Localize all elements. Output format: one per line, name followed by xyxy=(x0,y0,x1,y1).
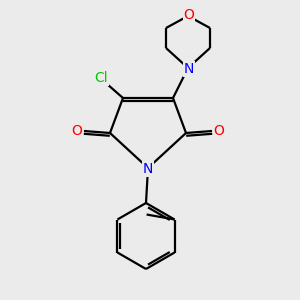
Text: O: O xyxy=(184,8,194,22)
Text: O: O xyxy=(72,124,83,138)
Text: N: N xyxy=(184,62,194,76)
Text: N: N xyxy=(143,162,153,176)
Text: Cl: Cl xyxy=(94,71,108,85)
Text: O: O xyxy=(214,124,224,138)
